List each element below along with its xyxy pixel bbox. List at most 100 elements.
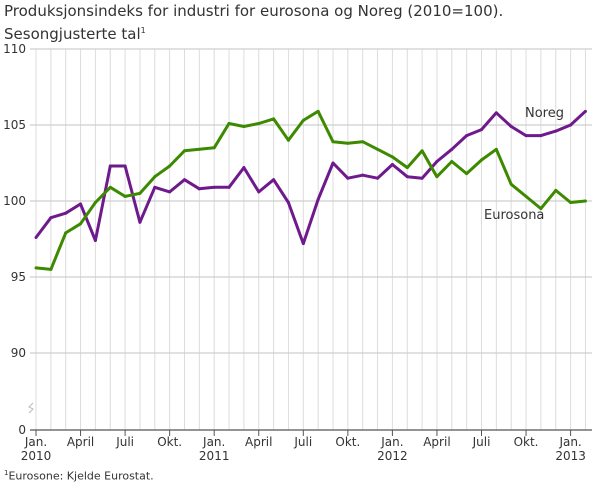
data-point-noreg [346,176,350,180]
data-point-noreg [331,161,335,165]
axis-break-icon [28,402,34,414]
x-tick-label: Juli [472,435,491,449]
data-point-noreg [509,125,513,129]
footnote-marker: 1 [4,469,9,477]
x-tick-year-label: 2013 [555,449,586,463]
data-point-noreg [49,216,53,220]
data-point-noreg [494,111,498,115]
data-point-noreg [286,201,290,205]
data-point-eurosona [509,182,513,186]
x-tick-label: Jan. [558,435,581,449]
data-point-noreg [480,128,483,132]
x-tick-label: Juli [115,435,134,449]
y-tick-label: 95 [11,270,26,284]
data-point-noreg [405,175,409,179]
title-text: Produksjonsindeks for industri for euros… [4,2,504,20]
x-tick-year-label: 2010 [21,449,52,463]
data-point-noreg [450,147,454,151]
data-point-eurosona [257,121,261,125]
y-tick-label: 110 [3,42,26,56]
data-point-noreg [64,211,68,215]
data-point-eurosona [420,149,424,153]
x-tick-label: Okt. [514,435,539,449]
data-point-eurosona [64,231,68,235]
data-point-noreg [390,163,394,167]
data-point-eurosona [183,149,186,153]
data-point-noreg [301,242,305,246]
data-point-eurosona [168,164,172,168]
data-point-eurosona [554,188,558,192]
data-point-noreg [272,178,276,182]
series-line-noreg [34,110,587,246]
data-point-noreg [435,159,439,163]
data-point-eurosona [390,155,394,159]
data-point-eurosona [465,172,469,176]
series-line-eurosona [35,109,586,271]
data-point-eurosona [494,147,498,151]
data-point-noreg [361,173,365,177]
y-tick-label: 105 [3,118,26,132]
x-tick-label: Jan. [24,435,47,449]
data-point-eurosona [34,266,38,270]
data-point-eurosona [301,118,305,122]
data-point-noreg [168,190,172,194]
data-point-noreg [183,178,186,182]
x-tick-label: April [423,435,450,449]
data-point-eurosona [569,201,573,205]
data-point-eurosona [227,121,231,125]
x-tick-label: Okt. [157,435,182,449]
x-tick-label: Jan. [202,435,225,449]
data-point-eurosona [346,141,350,145]
data-point-noreg [79,202,83,206]
data-point-noreg [569,123,573,127]
data-point-eurosona [49,267,53,271]
footnote: 1Eurosone: Kjelde Eurostat. [4,469,154,483]
data-point-noreg [227,185,231,189]
data-point-noreg [583,109,587,113]
data-point-eurosona [524,194,528,198]
data-point-noreg [539,134,543,138]
data-point-eurosona [331,140,335,144]
data-point-eurosona [583,199,587,203]
data-point-eurosona [123,194,127,198]
data-point-noreg [93,239,97,243]
data-point-eurosona [539,207,543,211]
data-point-eurosona [108,185,112,189]
data-point-noreg [257,190,261,194]
data-point-eurosona [480,158,483,162]
data-point-noreg [420,176,424,180]
x-tick-year-label: 2012 [377,449,408,463]
x-tick-label: April [67,435,94,449]
y-tick-label: 0 [18,423,26,437]
data-point-eurosona [212,146,216,150]
data-point-eurosona [272,117,276,121]
series-label-eurosona: Eurosona [484,208,544,223]
data-point-eurosona [450,159,454,163]
data-point-noreg [212,185,216,189]
x-tick-label: Jan. [380,435,403,449]
x-tick-label: Juli [293,435,312,449]
data-point-noreg [524,134,528,138]
x-tick-year-label: 2011 [199,449,230,463]
data-point-noreg [316,197,320,201]
data-point-noreg [242,166,246,170]
data-point-noreg [138,220,142,224]
data-point-noreg [153,185,157,189]
data-point-noreg [197,187,201,191]
data-point-eurosona [376,147,380,151]
data-point-eurosona [286,138,290,142]
y-tick-label: 90 [11,346,26,360]
data-point-noreg [34,235,38,239]
subtitle-footnote-marker: 1 [140,26,146,35]
data-point-eurosona [435,175,439,179]
subtitle-text: Sesongjusterte tal [4,25,141,43]
data-point-eurosona [93,201,97,205]
data-point-noreg [554,129,558,133]
y-tick-label: 100 [3,194,26,208]
footnote-text: Eurosone: Kjelde Eurostat. [8,469,154,483]
data-point-eurosona [197,147,201,151]
data-point-noreg [123,164,127,168]
data-point-eurosona [405,166,409,170]
x-tick-label: April [245,435,272,449]
